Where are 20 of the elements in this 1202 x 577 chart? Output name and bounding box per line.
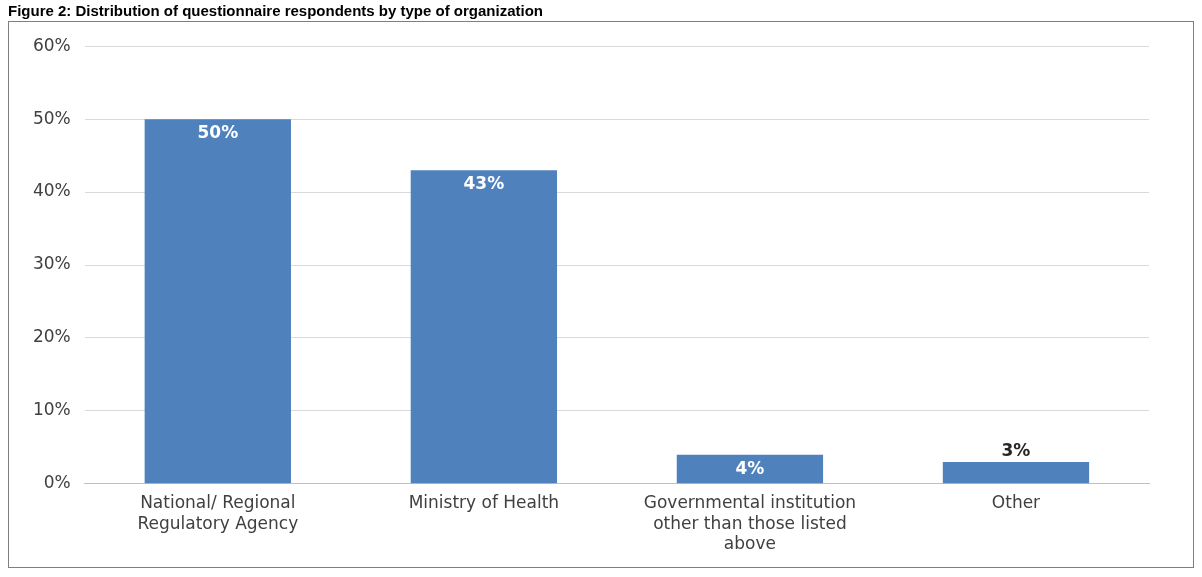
data-label: 43% xyxy=(463,173,505,194)
y-tick-label: 30% xyxy=(32,253,71,274)
bar xyxy=(676,454,824,484)
x-tick-label: National/ Regional Regulatory Agency xyxy=(137,492,299,533)
bar xyxy=(410,170,558,484)
data-label: 50% xyxy=(197,122,239,143)
y-tick-label: 60% xyxy=(32,34,71,55)
bar xyxy=(942,461,1090,484)
x-tick-label: Governmental institution other than those listed above xyxy=(643,492,857,554)
data-label: 4% xyxy=(735,457,765,478)
bar xyxy=(144,119,291,484)
y-tick-label: 50% xyxy=(32,107,71,128)
data-label: 3% xyxy=(1001,439,1031,460)
x-tick-label: Other xyxy=(991,492,1041,513)
y-tick-label: 40% xyxy=(32,180,71,201)
y-tick-label: 0% xyxy=(43,472,71,493)
y-tick-label: 10% xyxy=(32,399,71,420)
x-tick-label: Ministry of Health xyxy=(408,492,560,513)
chart-title: Figure 2: Distribution of questionnaire respondents by type of organization xyxy=(8,2,545,19)
y-tick-label: 20% xyxy=(32,326,71,347)
